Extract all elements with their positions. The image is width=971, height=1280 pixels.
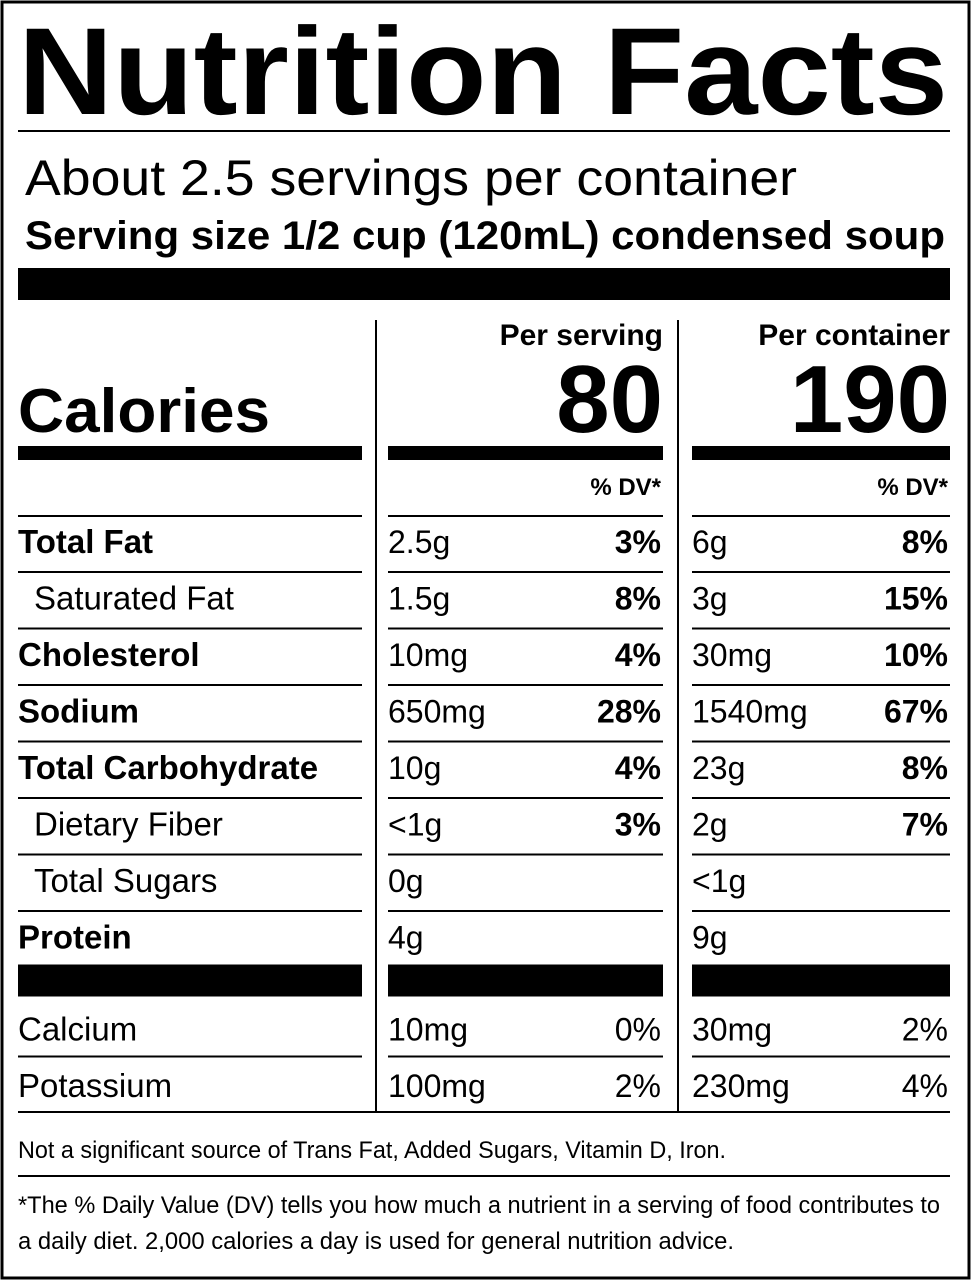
nutrient-name: Calcium xyxy=(18,1011,137,1048)
daily-value: 3% xyxy=(615,807,661,843)
nutrient-name: Dietary Fiber xyxy=(34,806,223,843)
amount: 230mg xyxy=(692,1068,790,1104)
thick-bar xyxy=(692,964,950,997)
amount: 4g xyxy=(388,920,424,956)
calories-label: Calories xyxy=(18,377,270,446)
dv-header: % DV* xyxy=(590,474,661,501)
thick-bar xyxy=(388,964,663,997)
title: Nutrition Facts xyxy=(18,3,948,141)
daily-value: 8% xyxy=(902,750,948,786)
amount: <1g xyxy=(388,807,442,843)
amount: 10g xyxy=(388,750,441,786)
footnote: *The % Daily Value (DV) tells you how mu… xyxy=(18,1192,940,1219)
amount: 3g xyxy=(692,581,728,617)
daily-value: 10% xyxy=(884,637,948,673)
nutrient-name: Total Carbohydrate xyxy=(18,749,318,786)
amount: 10mg xyxy=(388,637,468,673)
nutrient-name: Sodium xyxy=(18,693,139,730)
daily-value: 7% xyxy=(902,807,948,843)
amount: 0g xyxy=(388,863,424,899)
daily-value: 2% xyxy=(615,1068,661,1104)
daily-value: 28% xyxy=(597,694,661,730)
amount: 30mg xyxy=(692,637,772,673)
nutrient-name: Potassium xyxy=(18,1067,172,1104)
amount: 1.5g xyxy=(388,581,450,617)
daily-value: 0% xyxy=(615,1012,661,1048)
calories-value: 80 xyxy=(556,346,663,453)
amount: 100mg xyxy=(388,1068,486,1104)
daily-value: 4% xyxy=(902,1068,948,1104)
column-header: Per container xyxy=(758,319,950,352)
daily-value: 15% xyxy=(884,581,948,617)
amount: 2g xyxy=(692,807,728,843)
footnote: a daily diet. 2,000 calories a day is us… xyxy=(18,1228,734,1255)
daily-value: 4% xyxy=(615,637,661,673)
nutrient-name: Saturated Fat xyxy=(34,580,234,617)
servings: About 2.5 servings per container xyxy=(25,150,797,206)
nutrient-name: Total Sugars xyxy=(34,862,217,899)
daily-value: 8% xyxy=(615,581,661,617)
daily-value: 8% xyxy=(902,524,948,560)
amount: <1g xyxy=(692,863,746,899)
dv-header: % DV* xyxy=(877,474,948,501)
footnote: Not a significant source of Trans Fat, A… xyxy=(18,1137,726,1164)
thick-bar xyxy=(18,964,362,997)
thick-bar xyxy=(18,268,950,300)
daily-value: 2% xyxy=(902,1012,948,1048)
nutrient-name: Protein xyxy=(18,919,132,956)
daily-value: 4% xyxy=(615,750,661,786)
serving-size: Serving size 1/2 cup (120mL) condensed s… xyxy=(25,214,945,258)
daily-value: 67% xyxy=(884,694,948,730)
amount: 6g xyxy=(692,524,728,560)
amount: 650mg xyxy=(388,694,486,730)
thick-bar xyxy=(388,446,663,460)
amount: 10mg xyxy=(388,1012,468,1048)
calories-value: 190 xyxy=(790,346,950,453)
nutrient-name: Total Fat xyxy=(18,523,153,560)
amount: 9g xyxy=(692,920,728,956)
thick-bar xyxy=(18,446,362,460)
amount: 30mg xyxy=(692,1012,772,1048)
column-header: Per serving xyxy=(500,319,663,352)
daily-value: 3% xyxy=(615,524,661,560)
thick-bar xyxy=(692,446,950,460)
amount: 23g xyxy=(692,750,745,786)
amount: 1540mg xyxy=(692,694,808,730)
amount: 2.5g xyxy=(388,524,450,560)
nutrient-name: Cholesterol xyxy=(18,636,200,673)
